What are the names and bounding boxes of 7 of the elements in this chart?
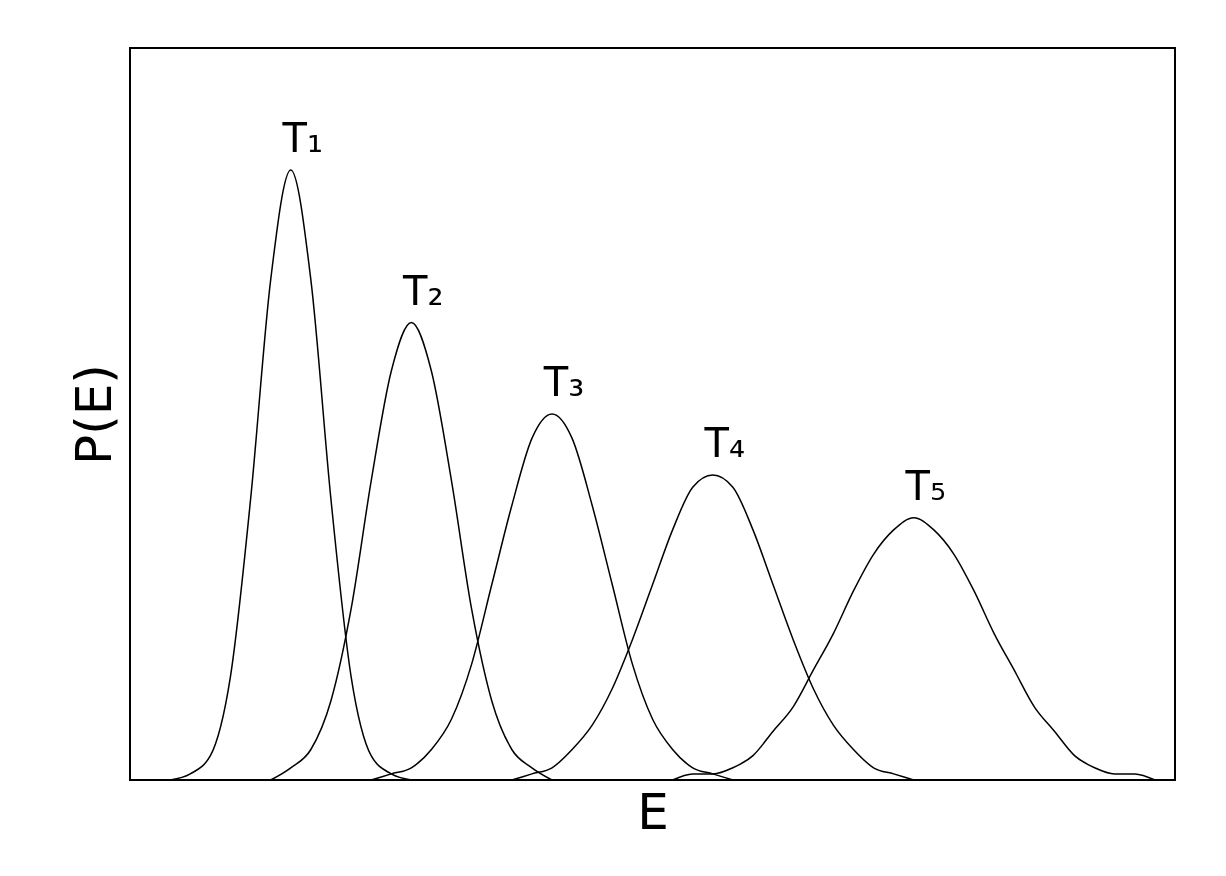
series-label: T₂: [402, 267, 444, 314]
series-label: T₃: [542, 359, 585, 405]
y-axis-title: P(E): [64, 364, 123, 465]
series-label: T₄: [703, 420, 746, 466]
x-axis-title: E: [637, 782, 669, 841]
series-label: T₅: [904, 462, 946, 509]
series-label: T₁: [281, 115, 323, 161]
